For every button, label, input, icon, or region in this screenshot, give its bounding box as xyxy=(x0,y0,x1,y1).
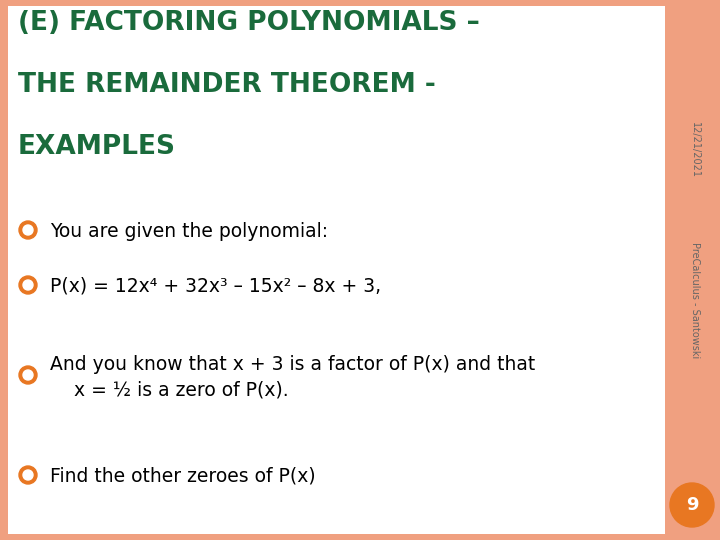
Circle shape xyxy=(19,221,37,239)
Circle shape xyxy=(23,280,33,290)
Circle shape xyxy=(23,370,33,380)
Circle shape xyxy=(19,366,37,384)
Circle shape xyxy=(19,276,37,294)
Text: You are given the polynomial:: You are given the polynomial: xyxy=(50,222,328,241)
Circle shape xyxy=(23,225,33,235)
Text: And you know that x + 3 is a factor of P(x) and that
    x = ½ is a zero of P(x): And you know that x + 3 is a factor of P… xyxy=(50,355,535,399)
Text: P(x) = 12x⁴ + 32x³ – 15x² – 8x + 3,: P(x) = 12x⁴ + 32x³ – 15x² – 8x + 3, xyxy=(50,277,381,296)
Text: 9: 9 xyxy=(685,496,698,514)
Text: Find the other zeroes of P(x): Find the other zeroes of P(x) xyxy=(50,467,315,486)
Text: PreCalculus - Santowski: PreCalculus - Santowski xyxy=(690,242,700,358)
Circle shape xyxy=(19,466,37,484)
Text: 12/21/2021: 12/21/2021 xyxy=(690,122,700,178)
Text: (E) FACTORING POLYNOMIALS –: (E) FACTORING POLYNOMIALS – xyxy=(18,10,480,36)
Circle shape xyxy=(670,483,714,527)
Circle shape xyxy=(23,470,33,480)
Text: THE REMAINDER THEOREM -: THE REMAINDER THEOREM - xyxy=(18,72,436,98)
Text: EXAMPLES: EXAMPLES xyxy=(18,134,176,160)
